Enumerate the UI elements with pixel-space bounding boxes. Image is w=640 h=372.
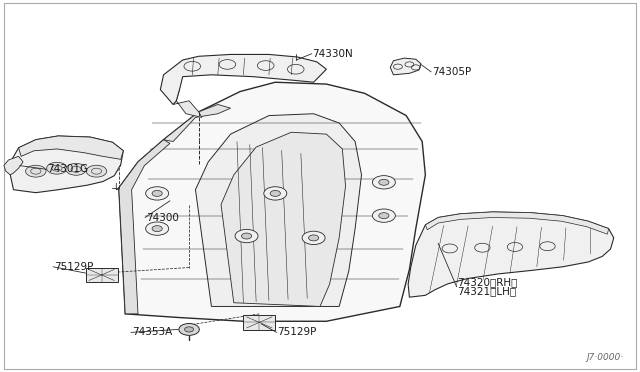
Polygon shape — [10, 136, 124, 193]
Text: 75129P: 75129P — [54, 262, 93, 272]
Polygon shape — [119, 82, 426, 321]
Text: 74301G: 74301G — [47, 164, 88, 174]
Text: 74330N: 74330N — [312, 49, 353, 59]
Circle shape — [302, 231, 325, 244]
Polygon shape — [408, 212, 614, 297]
Circle shape — [146, 222, 169, 235]
Polygon shape — [390, 58, 421, 75]
Circle shape — [270, 190, 280, 196]
Text: 74321〈LH〉: 74321〈LH〉 — [458, 286, 516, 296]
Text: 75129P: 75129P — [277, 327, 317, 337]
Polygon shape — [221, 132, 346, 307]
Circle shape — [179, 324, 199, 335]
Polygon shape — [4, 156, 23, 175]
Polygon shape — [243, 315, 275, 330]
Text: J7·0000·: J7·0000· — [586, 353, 623, 362]
Circle shape — [241, 233, 252, 239]
Polygon shape — [173, 90, 202, 118]
Circle shape — [264, 187, 287, 200]
Circle shape — [26, 165, 46, 177]
Circle shape — [379, 179, 389, 185]
Text: 74300: 74300 — [146, 212, 179, 222]
Circle shape — [372, 209, 396, 222]
Circle shape — [235, 230, 258, 243]
Circle shape — [66, 163, 86, 175]
Circle shape — [146, 187, 169, 200]
Circle shape — [184, 327, 193, 332]
Text: 74353A: 74353A — [132, 327, 172, 337]
Text: 74320〈RH〉: 74320〈RH〉 — [458, 278, 518, 287]
Polygon shape — [426, 212, 609, 234]
Circle shape — [379, 213, 389, 219]
Circle shape — [152, 190, 163, 196]
Circle shape — [152, 226, 163, 232]
Polygon shape — [164, 105, 230, 141]
Circle shape — [86, 165, 107, 177]
Polygon shape — [195, 114, 362, 307]
Polygon shape — [119, 140, 170, 314]
Text: L: L — [115, 183, 119, 192]
Polygon shape — [161, 54, 326, 105]
Circle shape — [308, 235, 319, 241]
Circle shape — [372, 176, 396, 189]
Polygon shape — [19, 136, 124, 159]
Text: 74305P: 74305P — [432, 67, 471, 77]
Polygon shape — [86, 267, 118, 282]
Circle shape — [47, 162, 67, 174]
